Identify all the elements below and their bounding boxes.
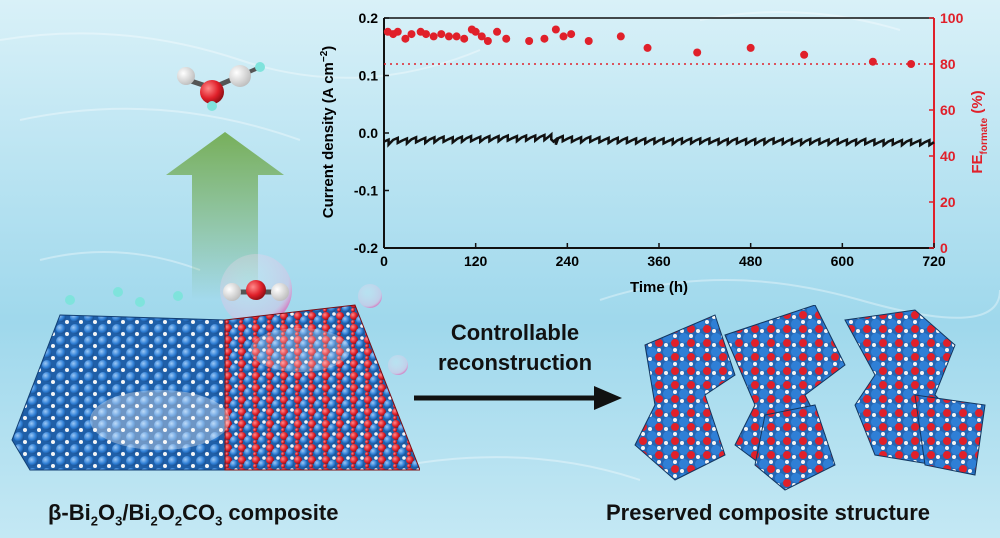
y-left-title-main: Current density (A cm bbox=[320, 62, 337, 218]
fe-data-point bbox=[567, 30, 576, 39]
x-tick-label: 480 bbox=[739, 253, 763, 269]
y-right-title-sub: formate bbox=[979, 117, 990, 154]
x-axis: 0 120 240 360 480 600 720 bbox=[380, 243, 946, 269]
left-caption-part: O bbox=[98, 500, 116, 525]
fe-data-point bbox=[746, 43, 755, 52]
fe-data-point bbox=[460, 34, 469, 43]
current-density-series bbox=[383, 131, 935, 148]
fe-data-point bbox=[868, 57, 877, 66]
left-caption-part: /Bi bbox=[122, 500, 151, 525]
fe-data-point bbox=[407, 30, 416, 39]
left-caption: β-Bi2O3/Bi2O2CO3 composite bbox=[48, 500, 338, 528]
y-right-tick-label: 0 bbox=[940, 240, 948, 256]
fe-data-point bbox=[551, 25, 560, 34]
fe-data-point bbox=[452, 32, 461, 41]
y-left-title-end: ) bbox=[320, 46, 337, 51]
current-density-line bbox=[383, 131, 935, 148]
fe-data-point bbox=[422, 30, 431, 39]
left-caption-part: composite bbox=[222, 500, 339, 525]
y-right-tick-label: 40 bbox=[940, 148, 956, 164]
fe-data-point bbox=[471, 27, 480, 36]
fe-data-point bbox=[559, 32, 568, 41]
y-axis-right: 0 20 40 60 80 100 bbox=[929, 10, 964, 256]
left-caption-sub: 3 bbox=[215, 513, 223, 529]
y-left-tick-label: 0.1 bbox=[359, 68, 379, 84]
fe-data-point bbox=[693, 48, 702, 57]
x-axis-title: Time (h) bbox=[630, 279, 688, 296]
x-tick-label: 0 bbox=[380, 253, 388, 269]
plot-frame bbox=[383, 17, 935, 249]
bi2o3-region bbox=[11, 314, 226, 471]
fe-data-point bbox=[493, 27, 502, 36]
y-left-tick-label: 0.0 bbox=[359, 125, 379, 141]
composite-illustration bbox=[11, 62, 420, 471]
fe-data-point bbox=[800, 50, 809, 59]
y-left-tick-label: 0.2 bbox=[359, 10, 379, 26]
fe-data-point bbox=[401, 34, 410, 43]
y-axis-left: -0.2 -0.1 0.0 0.1 0.2 bbox=[354, 10, 389, 256]
x-tick-label: 360 bbox=[647, 253, 671, 269]
y-axis-right-title: FEformate (%) bbox=[969, 90, 990, 173]
left-caption-sub: 2 bbox=[174, 513, 183, 529]
y-right-title-end: (%) bbox=[969, 90, 986, 118]
fe-data-point bbox=[525, 37, 534, 45]
reconstruction-label-line1: Controllable bbox=[450, 320, 580, 345]
reconstructed-structure bbox=[634, 305, 986, 491]
left-caption-sub: 2 bbox=[150, 513, 158, 529]
y-right-tick-label: 80 bbox=[940, 56, 956, 72]
y-left-title-sup: −2 bbox=[319, 50, 330, 62]
fe-data-point bbox=[483, 37, 492, 45]
left-caption-part: CO bbox=[182, 500, 216, 525]
fe-data-point bbox=[393, 27, 402, 36]
left-caption-sub: 2 bbox=[90, 513, 98, 529]
y-left-tick-label: -0.2 bbox=[354, 240, 378, 256]
fe-data-point bbox=[444, 32, 453, 41]
fe-data-point bbox=[643, 43, 652, 52]
fe-formate-series bbox=[383, 25, 916, 68]
co2-bubble bbox=[220, 254, 292, 326]
left-caption-part: O bbox=[157, 500, 175, 525]
x-tick-label: 600 bbox=[831, 253, 855, 269]
fe-data-point bbox=[584, 37, 593, 45]
fe-data-point bbox=[477, 32, 486, 41]
y-axis-left-title: Current density (A cm−2) bbox=[319, 46, 337, 219]
formate-molecule-top bbox=[177, 62, 265, 111]
fe-data-point bbox=[540, 34, 549, 43]
left-caption-sub: 3 bbox=[115, 513, 123, 529]
y-right-tick-label: 20 bbox=[940, 194, 956, 210]
fe-data-point bbox=[907, 60, 916, 68]
bi2o2co3-region bbox=[224, 304, 420, 471]
fe-data-point bbox=[616, 32, 625, 41]
right-caption: Preserved composite structure bbox=[606, 500, 931, 525]
left-caption-part: β-Bi bbox=[48, 500, 91, 525]
proton-dots bbox=[65, 287, 183, 307]
reconstruction-label-line2: reconstruction bbox=[437, 350, 593, 375]
x-tick-label: 120 bbox=[464, 253, 488, 269]
y-right-title-main: FE bbox=[969, 155, 986, 174]
reconstruction-label: Controllable reconstruction bbox=[405, 318, 625, 378]
x-tick-label: 720 bbox=[922, 253, 946, 269]
fe-data-point bbox=[429, 32, 438, 41]
y-left-tick-label: -0.1 bbox=[354, 183, 378, 199]
fe-data-point bbox=[437, 30, 446, 39]
y-right-tick-label: 60 bbox=[940, 102, 956, 118]
y-right-tick-label: 100 bbox=[940, 10, 964, 26]
fe-data-point bbox=[502, 34, 511, 43]
reconstruction-arrow bbox=[414, 386, 622, 410]
x-tick-label: 240 bbox=[556, 253, 580, 269]
